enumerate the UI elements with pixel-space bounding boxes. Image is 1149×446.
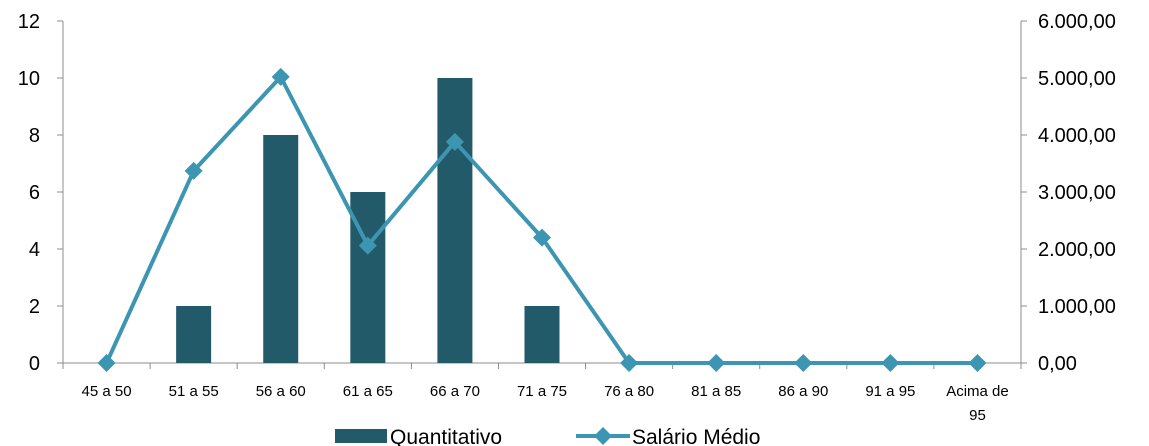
bar-quantitativo	[263, 135, 299, 363]
x-tick-label: 86 a 90	[778, 383, 828, 400]
left-y-tick-label: 0	[29, 353, 40, 375]
x-tick-label: 81 a 85	[691, 383, 741, 400]
tick-labels: 0 2 4 6 8 10 12 0,00 1.000,00 2.000,00 3.000,00 4.0…	[18, 11, 1116, 424]
x-tick-label: 51 a 55	[169, 383, 219, 400]
bar-quantitativo	[176, 306, 212, 363]
legend-swatch-marker-salario-medio	[594, 427, 612, 445]
x-tick-label: Acima de 95	[946, 383, 1009, 424]
point-salario-medio	[358, 236, 377, 255]
legend-label-quantitativo: Quantitativo	[390, 426, 502, 446]
right-y-tick-label: 4.000,00	[1038, 125, 1116, 147]
x-tick-label: 91 a 95	[865, 383, 915, 400]
left-y-tick-label: 12	[18, 11, 40, 33]
point-salario-medio	[184, 161, 203, 180]
right-y-tick-label: 1.000,00	[1038, 296, 1116, 318]
point-salario-medio	[97, 354, 116, 372]
bar-quantitativo	[437, 78, 473, 363]
left-y-tick-label: 6	[29, 182, 40, 204]
right-y-tick-label: 0,00	[1038, 353, 1077, 375]
point-salario-medio	[445, 132, 464, 151]
x-tick-label: 61 a 65	[343, 383, 393, 400]
point-salario-medio	[881, 354, 900, 372]
point-salario-medio	[271, 67, 290, 86]
x-tick-label: 71 a 75	[517, 383, 567, 400]
point-salario-medio	[968, 354, 987, 372]
x-tick-label: 56 a 60	[256, 383, 306, 400]
left-y-tick-label: 2	[29, 296, 40, 318]
point-salario-medio	[533, 228, 551, 247]
legend-swatch-quantitativo	[335, 429, 387, 443]
line-series	[97, 67, 987, 372]
bar-series	[176, 78, 560, 363]
left-y-tick-label: 8	[29, 125, 40, 147]
left-y-tick-label: 4	[29, 239, 40, 261]
left-y-tick-label: 10	[18, 68, 40, 90]
right-y-tick-label: 5.000,00	[1038, 68, 1116, 90]
legend-label-salario-medio: Salário Médio	[632, 426, 760, 446]
legend: Quantitativo Salário Médio	[335, 426, 760, 446]
right-y-tick-label: 2.000,00	[1038, 239, 1116, 261]
point-salario-medio	[707, 354, 726, 372]
point-salario-medio	[794, 354, 813, 372]
x-tick-label: 76 a 80	[604, 383, 654, 400]
right-y-tick-label: 6.000,00	[1038, 11, 1116, 33]
right-y-tick-label: 3.000,00	[1038, 182, 1116, 204]
x-tick-label: 45 a 50	[82, 383, 132, 400]
x-tick-label: 66 a 70	[430, 383, 480, 400]
point-salario-medio	[620, 354, 639, 372]
bar-quantitativo	[524, 306, 560, 363]
